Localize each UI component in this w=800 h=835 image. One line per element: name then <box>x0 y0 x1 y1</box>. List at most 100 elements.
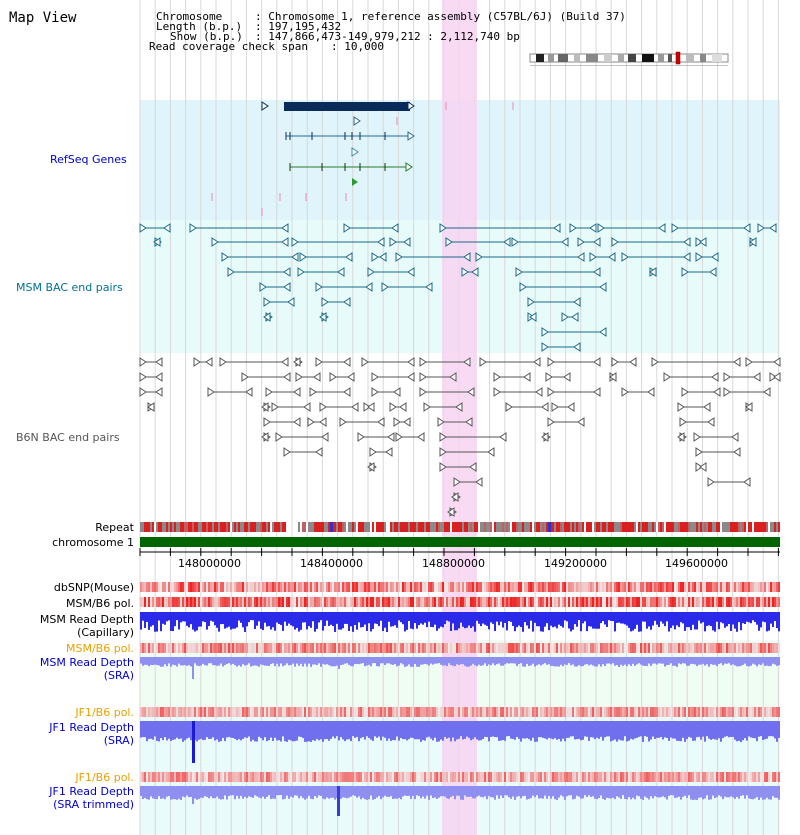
depth-bar <box>358 657 360 665</box>
depth-bar <box>548 612 550 631</box>
heat-cell <box>432 772 434 782</box>
heat-cell <box>262 643 264 653</box>
heat-cell <box>216 582 218 592</box>
heat-cell <box>554 772 556 782</box>
feature-arrow <box>419 372 427 382</box>
repeat-block <box>478 522 480 532</box>
b6n-bac-label[interactable]: B6N BAC end pairs <box>16 431 120 444</box>
depth-bar <box>308 786 310 796</box>
heat-cell <box>162 597 164 607</box>
heat-cell <box>738 643 740 653</box>
heat-cell <box>672 707 674 717</box>
heat-cell <box>536 597 538 607</box>
heat-cell <box>330 643 332 653</box>
depth-bar <box>754 657 756 665</box>
depth-bar <box>402 721 404 740</box>
depth-bar <box>366 612 368 631</box>
heat-cell <box>612 582 614 592</box>
chromosome-ideogram[interactable] <box>528 50 730 66</box>
heat-cell <box>724 643 726 653</box>
depth-bar <box>330 612 332 625</box>
heat-cell <box>360 582 362 592</box>
depth-bar <box>404 721 406 740</box>
heat-cell <box>262 707 264 717</box>
repeat-block <box>156 522 158 532</box>
repeat-block <box>502 522 504 532</box>
heat-cell <box>704 772 706 782</box>
repeat-block <box>536 522 538 532</box>
feature-arrow <box>147 402 155 412</box>
heat-cell <box>512 707 514 717</box>
repeat-block <box>458 522 460 532</box>
heat-cell <box>494 643 496 653</box>
heat-cell <box>518 582 520 592</box>
heat-cell <box>312 707 314 717</box>
depth-bar <box>396 612 398 628</box>
heat-cell <box>504 772 506 782</box>
heat-cell <box>186 582 188 592</box>
repeat-block <box>534 522 536 532</box>
depth-bar <box>140 786 142 797</box>
heat-cell <box>774 707 776 717</box>
jf1-b6-pol-label: JF1/B6 pol. <box>75 706 134 719</box>
depth-bar <box>548 657 550 665</box>
depth-bar <box>708 612 710 626</box>
depth-bar <box>178 721 180 740</box>
depth-bar <box>772 612 774 628</box>
heat-cell <box>404 582 406 592</box>
heat-cell <box>198 707 200 717</box>
depth-bar <box>228 612 230 627</box>
depth-bar <box>734 721 736 740</box>
heat-cell <box>724 772 726 782</box>
heat-cell <box>242 643 244 653</box>
heat-cell <box>286 707 288 717</box>
depth-bar <box>468 657 470 667</box>
heat-cell <box>544 597 546 607</box>
heat-cell <box>148 772 150 782</box>
heat-cell <box>336 772 338 782</box>
feature-arrow <box>351 147 359 157</box>
depth-bar <box>568 721 570 738</box>
heat-cell <box>710 582 712 592</box>
depth-bar <box>604 612 606 625</box>
heat-cell <box>180 707 182 717</box>
msm-bac-label[interactable]: MSM BAC end pairs <box>16 281 123 294</box>
repeat-block <box>284 522 286 532</box>
repeat-block <box>710 522 712 532</box>
heat-cell <box>540 707 542 717</box>
depth-bar <box>400 612 402 623</box>
feature-arrow <box>163 223 171 233</box>
heat-cell <box>170 707 172 717</box>
depth-bar <box>256 721 258 742</box>
depth-bar <box>644 657 646 666</box>
depth-bar <box>366 786 368 800</box>
heat-cell <box>622 772 624 782</box>
depth-bar <box>740 657 742 666</box>
heat-cell <box>286 582 288 592</box>
heat-cell <box>140 597 142 607</box>
heat-cell <box>656 772 658 782</box>
heat-cell <box>562 643 564 653</box>
heat-cell <box>536 707 538 717</box>
gene-block <box>284 102 410 111</box>
refseq-label[interactable]: RefSeq Genes <box>50 153 127 166</box>
depth-bar <box>502 721 504 741</box>
heat-cell <box>346 597 348 607</box>
heat-cell <box>564 597 566 607</box>
heat-cell <box>700 772 702 782</box>
depth-bar <box>546 657 548 665</box>
depth-bar <box>656 657 658 665</box>
heat-cell <box>476 772 478 782</box>
heat-cell <box>578 772 580 782</box>
feature-arrow <box>283 282 291 292</box>
highlight-region[interactable] <box>442 0 477 835</box>
heat-cell <box>548 707 550 717</box>
feature-arrow <box>407 357 415 367</box>
depth-bar <box>504 786 506 796</box>
repeat-block <box>168 522 170 532</box>
heat-cell <box>480 772 482 782</box>
heat-cell <box>248 643 250 653</box>
depth-bar <box>726 612 728 627</box>
heat-cell <box>420 772 422 782</box>
